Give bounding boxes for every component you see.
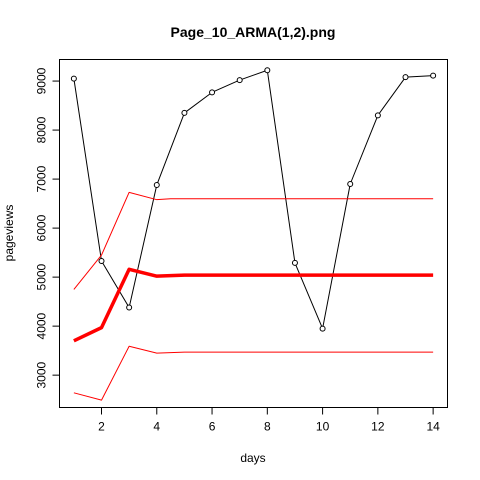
- y-axis: 3000 4000 5000 6000 7000 8000 9000: [35, 67, 60, 389]
- y-tick-label: 3000: [35, 361, 49, 388]
- x-tick-label: 8: [264, 420, 271, 434]
- series-point: [347, 180, 354, 187]
- series-point: [374, 112, 381, 119]
- plot-frame: [59, 59, 448, 408]
- series-point: [402, 74, 409, 81]
- chart-title: Page_10_ARMA(1,2).png: [171, 24, 336, 40]
- series-line-0: [73, 69, 434, 330]
- series-line-1: [73, 267, 434, 343]
- x-axis-label: days: [240, 451, 265, 465]
- series-line-2: [73, 191, 434, 290]
- x-axis: 2 4 6 8 10 12 14: [98, 407, 440, 434]
- y-tick-label: 4000: [35, 312, 49, 339]
- series-point: [126, 304, 133, 311]
- series-point: [153, 181, 160, 188]
- y-axis-label: pageviews: [2, 205, 16, 262]
- x-tick-label: 2: [98, 420, 105, 434]
- y-tick-label: 9000: [35, 67, 49, 94]
- series-point: [209, 89, 216, 96]
- series-point: [70, 75, 77, 82]
- y-tick-label: 5000: [35, 263, 49, 290]
- x-tick-label: 10: [316, 420, 330, 434]
- series-point: [236, 77, 243, 84]
- series-layer: [70, 67, 437, 401]
- y-tick-label: 6000: [35, 214, 49, 241]
- x-tick-label: 6: [209, 420, 216, 434]
- series-point: [430, 72, 437, 79]
- series-point: [98, 257, 105, 264]
- x-tick-label: 4: [153, 420, 160, 434]
- series-point: [264, 67, 271, 74]
- x-tick-label: 14: [426, 420, 440, 434]
- series-line-3: [73, 345, 434, 401]
- y-tick-label: 7000: [35, 165, 49, 192]
- y-tick-label: 8000: [35, 116, 49, 143]
- series-point: [181, 109, 188, 116]
- series-point: [291, 259, 298, 266]
- x-tick-label: 12: [371, 420, 385, 434]
- series-point: [319, 325, 326, 332]
